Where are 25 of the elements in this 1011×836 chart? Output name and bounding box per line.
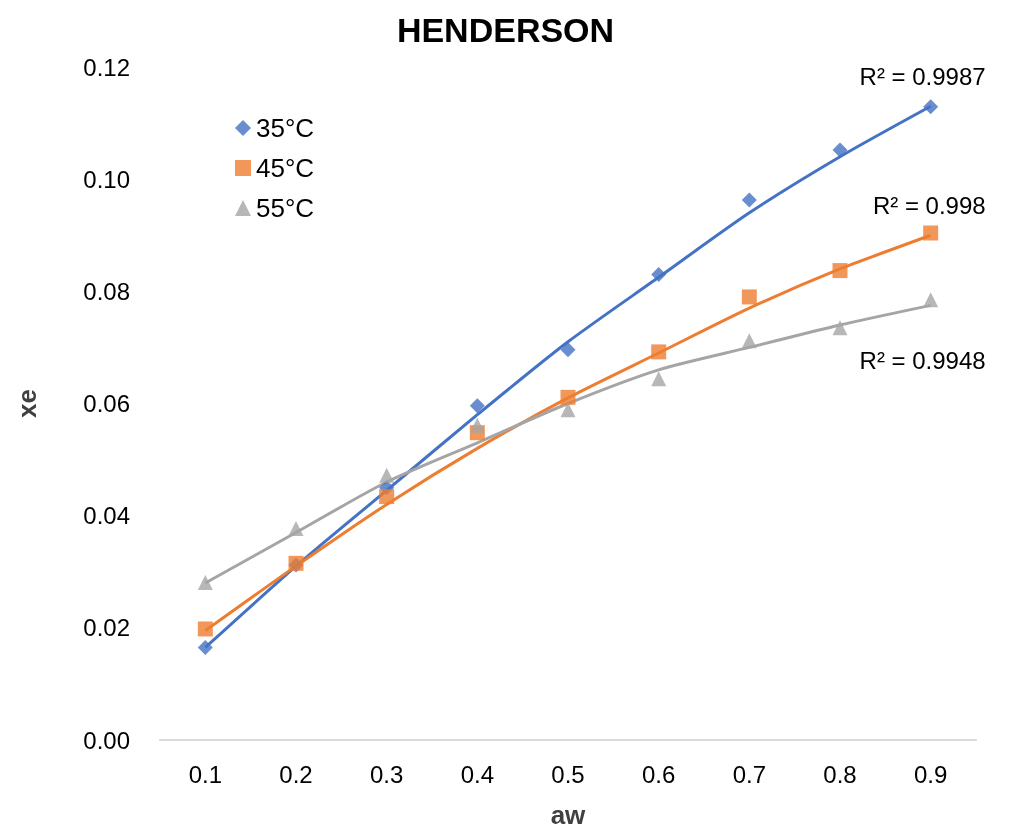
x-axis-title: aw [550, 800, 587, 830]
y-tick-label: 0.04 [83, 502, 130, 530]
x-tick-label: 0.4 [460, 760, 495, 788]
annotation: R² = 0.9987 [859, 62, 986, 90]
annotation: R² = 0.998 [872, 191, 986, 219]
y-tick-label: 0.06 [83, 390, 130, 417]
legend-label: 45°C [256, 153, 315, 183]
x-tick-label: 0.2 [279, 760, 313, 788]
chart-title: HENDERSON [396, 11, 615, 49]
y-tick-label: 0.12 [83, 53, 130, 81]
y-axis-title: xe [12, 389, 42, 418]
legend-label: 55°C [256, 193, 315, 223]
x-tick-label: 0.7 [732, 760, 767, 788]
y-tick-label: 0.08 [83, 277, 130, 305]
x-tick-label: 0.5 [551, 760, 585, 788]
x-tick-label: 0.1 [188, 760, 223, 788]
x-tick-label: 0.9 [913, 760, 948, 788]
y-tick-label: 0.02 [83, 614, 130, 642]
annotation: R² = 0.9948 [859, 346, 986, 374]
x-tick-label: 0.6 [641, 760, 676, 788]
legend-label: 35°C [256, 113, 315, 143]
y-tick-label: 0.00 [83, 726, 130, 754]
x-tick-label: 0.3 [369, 760, 404, 788]
y-tick-label: 0.10 [83, 165, 130, 193]
x-tick-label: 0.8 [823, 760, 857, 788]
